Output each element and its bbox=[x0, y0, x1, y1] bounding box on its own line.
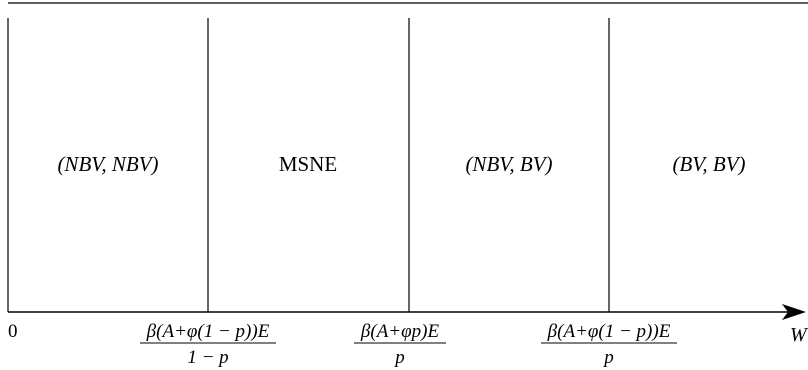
region-label-msne: MSNE bbox=[279, 152, 337, 176]
threshold-1: β(A+φ(1 − p))E 1 − p bbox=[140, 321, 276, 368]
region-label-bv-bv: (BV, BV) bbox=[672, 152, 745, 176]
threshold-2-numerator: β(A+φp)E bbox=[360, 321, 440, 342]
threshold-2-denominator: p bbox=[393, 347, 405, 368]
threshold-2: β(A+φp)E p bbox=[354, 321, 446, 368]
threshold-3-denominator: p bbox=[602, 347, 614, 368]
w-axis-label: W bbox=[790, 324, 808, 346]
threshold-3-numerator: β(A+φ(1 − p))E bbox=[547, 321, 671, 342]
threshold-1-denominator: 1 − p bbox=[187, 347, 228, 368]
region-label-nbv-bv: (NBV, BV) bbox=[465, 152, 552, 176]
threshold-3: β(A+φ(1 − p))E p bbox=[541, 321, 677, 368]
origin-label: 0 bbox=[8, 321, 18, 342]
region-label-nbv-nbv: (NBV, NBV) bbox=[57, 152, 158, 176]
threshold-1-numerator: β(A+φ(1 − p))E bbox=[146, 321, 270, 342]
